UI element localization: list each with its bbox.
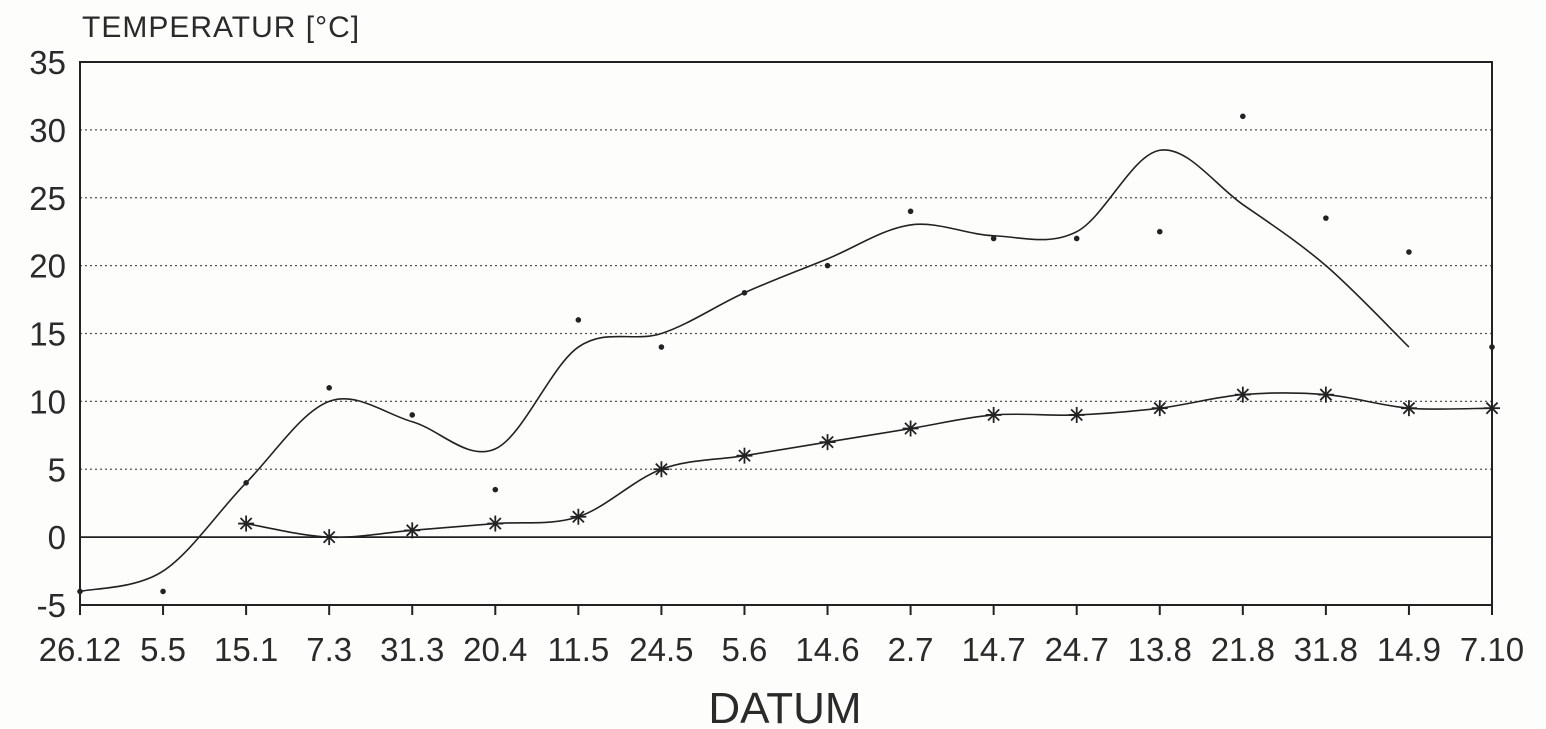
asterisk-stroke xyxy=(1070,408,1083,422)
x-tick-label: 7.10 xyxy=(1460,631,1524,668)
series-1-point xyxy=(575,317,582,323)
series-1-point xyxy=(492,486,499,493)
series-1-curve xyxy=(79,149,1410,593)
x-axis-ticks: 26.12 5.5 15.1 7.3 31.3 20.4 11.5 24.5 5.6 14.6 2.… xyxy=(39,605,1524,668)
series-1-point xyxy=(1489,344,1495,350)
y-tick-label: 35 xyxy=(29,44,66,81)
x-tick-label: 24.7 xyxy=(1045,631,1109,668)
series-1-point xyxy=(1323,215,1329,221)
series-2-point xyxy=(1068,406,1085,423)
series-2-point xyxy=(487,515,504,532)
y-tick-label: -5 xyxy=(37,587,66,624)
x-tick-label: 2.7 xyxy=(888,631,934,668)
asterisk-stroke xyxy=(405,524,419,537)
y-tick-label: 25 xyxy=(29,180,66,217)
asterisk-stroke xyxy=(655,463,668,476)
series-1-point xyxy=(243,480,249,486)
x-tick-label: 24.5 xyxy=(629,631,693,668)
series-2-point xyxy=(819,434,836,451)
x-tick-label: 26.12 xyxy=(39,631,122,668)
series-group xyxy=(77,113,1500,595)
asterisk-stroke xyxy=(1153,401,1167,415)
y-tick-label: 0 xyxy=(48,519,66,556)
asterisk-stroke xyxy=(821,435,834,449)
asterisk-stroke xyxy=(489,517,502,530)
y-tick-label: 5 xyxy=(48,451,66,488)
series-1-point xyxy=(77,588,83,595)
series-2-point xyxy=(1151,400,1168,417)
asterisk-stroke xyxy=(322,530,336,544)
asterisk-stroke xyxy=(572,510,585,523)
asterisk-stroke xyxy=(738,449,751,462)
series-1-point xyxy=(1406,249,1412,255)
series-1-point xyxy=(907,208,914,215)
x-tick-label: 5.6 xyxy=(722,631,768,668)
series-2-curve xyxy=(245,392,1493,539)
x-tick-label: 20.4 xyxy=(463,631,527,668)
series-2-point xyxy=(736,447,753,464)
series-2-point xyxy=(1317,386,1334,403)
series-1-point xyxy=(160,588,166,595)
series-1-point xyxy=(326,385,332,391)
series-1-point xyxy=(409,412,416,418)
asterisk-stroke xyxy=(987,408,1000,422)
x-tick-label: 7.3 xyxy=(306,631,352,668)
series-2-point xyxy=(321,529,338,546)
series-1-point xyxy=(1240,113,1246,120)
series-1-point xyxy=(1156,228,1163,235)
series-2-point xyxy=(1484,400,1500,417)
y-tick-label: 20 xyxy=(29,248,66,285)
grid-lines xyxy=(80,129,1492,470)
y-tick-label: 30 xyxy=(29,112,66,149)
x-tick-label: 14.9 xyxy=(1377,631,1441,668)
series-1-point xyxy=(824,262,831,269)
series-2-point xyxy=(985,406,1002,423)
x-tick-label: 11.5 xyxy=(547,631,609,668)
x-tick-label: 31.8 xyxy=(1294,631,1358,668)
series-1-point xyxy=(990,235,997,242)
series-2-point xyxy=(1400,400,1417,417)
x-tick-label: 13.8 xyxy=(1128,631,1192,668)
y-tick-label: 15 xyxy=(29,316,66,353)
series-1-point xyxy=(741,289,748,296)
series-1-point xyxy=(658,344,665,350)
series-1-point xyxy=(1073,235,1080,242)
series-2-point xyxy=(238,515,255,532)
asterisk-stroke xyxy=(1402,401,1416,415)
x-axis-title: DATUM xyxy=(708,684,861,729)
asterisk-stroke xyxy=(1319,388,1333,401)
y-tick-label: 10 xyxy=(29,383,66,420)
x-tick-label: 14.7 xyxy=(962,631,1026,668)
y-axis-title: TEMPERATUR [°C] xyxy=(82,11,360,44)
series-2-point xyxy=(653,461,670,478)
asterisk-stroke xyxy=(1236,388,1250,401)
x-tick-label: 14.6 xyxy=(795,631,859,668)
series-2-point xyxy=(1234,386,1251,403)
plot-frame xyxy=(79,61,1493,606)
x-tick-label: 21.8 xyxy=(1211,631,1275,668)
asterisk-stroke xyxy=(1485,401,1499,415)
series-2-point xyxy=(902,420,919,437)
series-2-point xyxy=(570,508,587,525)
asterisk-stroke xyxy=(904,422,917,435)
x-tick-label: 15.1 xyxy=(214,631,278,668)
y-axis-ticks: 35 30 25 20 15 10 5 0 -5 xyxy=(29,44,66,624)
x-tick-label: 31.3 xyxy=(380,631,444,668)
x-tick-label: 5.5 xyxy=(140,631,186,668)
asterisk-stroke xyxy=(239,517,253,530)
series-2-point xyxy=(404,522,421,539)
